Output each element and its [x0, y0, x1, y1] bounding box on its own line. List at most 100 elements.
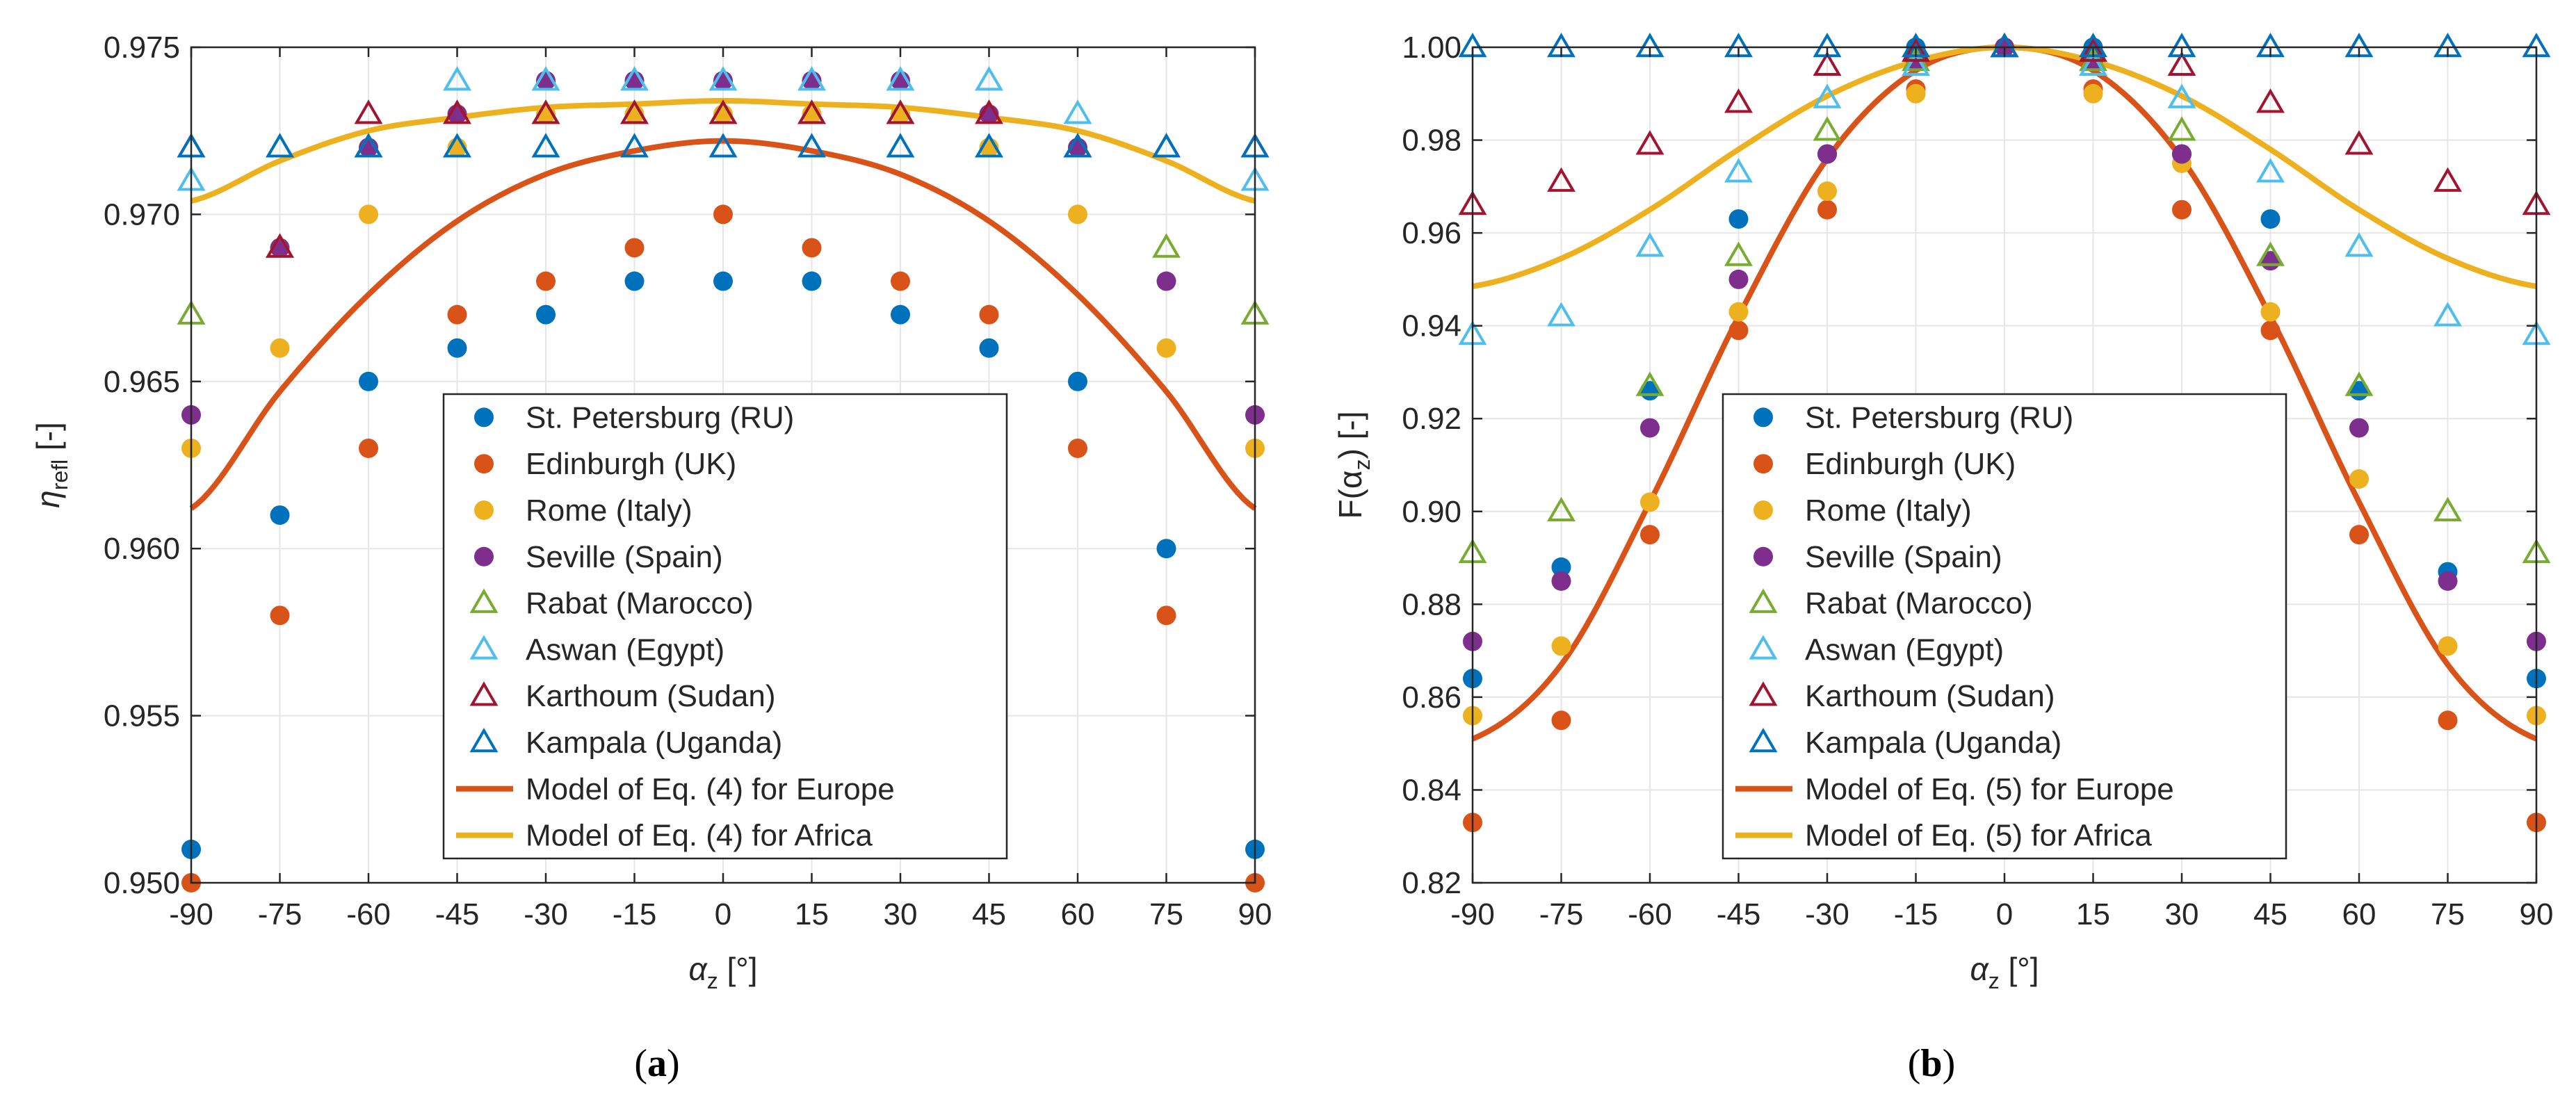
data-point — [891, 271, 910, 291]
legend-label: Model of Eq. (5) for Africa — [1805, 819, 2152, 853]
data-point — [1635, 371, 1664, 396]
legend-label: Seville (Spain) — [1805, 540, 2002, 574]
legend-marker — [469, 588, 499, 613]
data-point — [975, 133, 1003, 158]
legend-marker — [1753, 454, 1773, 474]
data-point — [2433, 302, 2462, 327]
data-point — [708, 99, 738, 124]
data-point — [447, 338, 467, 358]
y-tick-label: 0.970 — [104, 197, 180, 231]
x-tick-label: 30 — [2165, 897, 2199, 931]
x-tick-label: 90 — [2520, 897, 2554, 931]
legend: St. Petersburg (RU) Edinburgh (UK) Rome (I… — [442, 393, 1008, 860]
y-tick-label: 0.98 — [1402, 124, 1461, 158]
data-point — [359, 204, 378, 225]
legend-label: Model of Eq. (4) for Europe — [526, 772, 895, 806]
data-point — [1728, 320, 1749, 341]
data-point — [2172, 144, 2192, 164]
y-tick-label: 0.960 — [104, 532, 180, 566]
legend-label: Edinburgh (UK) — [1805, 447, 2016, 481]
data-point — [354, 133, 383, 158]
x-tick-label: 60 — [2342, 897, 2376, 931]
data-point — [1724, 241, 1753, 266]
data-point — [2167, 83, 2196, 108]
data-point — [2260, 302, 2281, 322]
data-point — [1813, 83, 1842, 108]
x-axis-label: αz [°] — [1970, 951, 2039, 993]
data-point — [1902, 37, 1930, 62]
data-point — [536, 304, 556, 325]
data-point — [975, 99, 1003, 124]
data-point — [2083, 83, 2103, 104]
data-point — [802, 271, 822, 291]
legend-label: Kampala (Uganda) — [526, 726, 782, 760]
y-tick-label: 0.94 — [1402, 309, 1461, 343]
x-tick-label: -15 — [1894, 897, 1938, 931]
chart-panel-a: -90 -75 -60 -45 -30 -15 0 15 30 45 60 75 90 0.950 0.95… — [30, 31, 1272, 1085]
data-point — [447, 304, 467, 325]
data-point — [2438, 636, 2458, 656]
legend-label: Aswan (Egypt) — [526, 633, 724, 667]
legend-label: Edinburgh (UK) — [526, 447, 736, 481]
data-point — [2256, 158, 2285, 183]
data-point — [531, 99, 560, 124]
data-point — [2438, 710, 2458, 731]
data-point — [2256, 241, 2285, 266]
data-point — [708, 133, 738, 158]
x-tick-label: -45 — [1717, 897, 1761, 931]
legend-label: Model of Eq. (4) for Africa — [526, 819, 873, 853]
data-point — [270, 505, 290, 526]
legend-marker — [474, 407, 494, 427]
data-point — [531, 66, 560, 91]
panel-label: (b) — [1908, 1042, 1955, 1085]
data-point — [1547, 302, 1575, 327]
legend-marker — [469, 635, 499, 660]
data-point — [1068, 371, 1087, 391]
data-point — [975, 66, 1003, 91]
legend-marker — [1749, 681, 1778, 706]
data-point — [1156, 338, 1176, 358]
legend-marker — [1749, 635, 1778, 660]
data-point — [1640, 418, 1660, 438]
data-point — [1152, 233, 1181, 258]
data-point — [979, 338, 999, 358]
data-point — [1640, 492, 1660, 512]
x-tick-label: -60 — [1628, 897, 1672, 931]
data-point — [354, 99, 383, 124]
legend-label: Rabat (Marocco) — [526, 587, 754, 621]
data-point — [443, 66, 471, 91]
data-point — [2260, 209, 2281, 229]
y-tick-label: 0.88 — [1402, 587, 1461, 621]
y-axis-label: F(αz) [-] — [1332, 412, 1375, 519]
legend-marker — [1753, 546, 1773, 567]
data-point — [1551, 557, 1571, 577]
data-point — [270, 338, 290, 358]
data-point — [891, 304, 910, 325]
data-point — [1068, 438, 1087, 458]
legend-marker — [469, 681, 499, 706]
data-point — [1547, 496, 1575, 522]
x-tick-label: -15 — [613, 897, 657, 931]
legend-label: St. Petersburg (RU) — [526, 400, 794, 434]
data-point — [624, 271, 645, 291]
y-tick-label: 0.90 — [1402, 495, 1461, 529]
legend-marker — [1753, 407, 1773, 427]
x-tick-label: 30 — [884, 897, 918, 931]
y-tick-label: 1.00 — [1402, 31, 1461, 65]
legend-box — [442, 393, 1008, 860]
x-tick-label: 15 — [2076, 897, 2110, 931]
data-point — [443, 133, 471, 158]
legend-marker — [474, 500, 494, 520]
legend-label: Kampala (Uganda) — [1805, 726, 2061, 760]
data-point — [1152, 133, 1181, 158]
data-point — [270, 605, 290, 626]
data-point — [1156, 539, 1176, 559]
x-tick-label: 75 — [2431, 897, 2465, 931]
y-tick-label: 0.965 — [104, 365, 180, 399]
x-tick-label: -75 — [1539, 897, 1584, 931]
data-point — [1551, 636, 1571, 656]
data-point — [359, 438, 378, 458]
data-point — [1813, 116, 1842, 141]
legend-marker — [1749, 728, 1778, 753]
